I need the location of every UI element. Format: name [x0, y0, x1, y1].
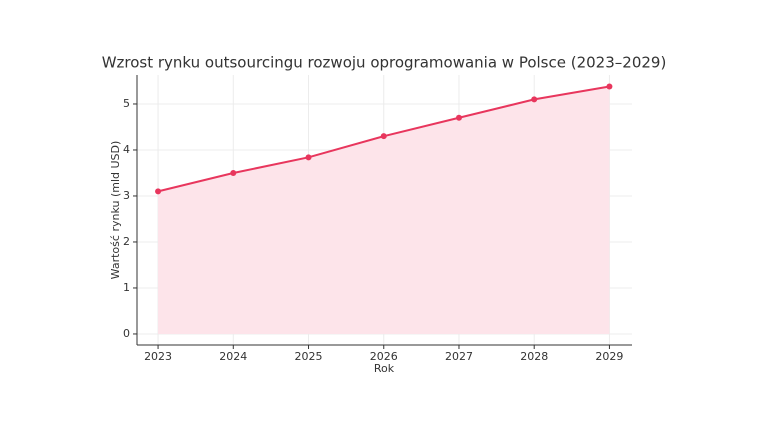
- y-tick-label: 2: [123, 235, 130, 248]
- area: [158, 86, 610, 334]
- marker: [606, 83, 613, 90]
- x-tick-label: 2027: [445, 350, 473, 363]
- x-tick-label: 2028: [520, 350, 548, 363]
- x-tick-label: 2026: [370, 350, 398, 363]
- y-axis-label: Wartość rynku (mld USD): [109, 141, 122, 280]
- marker: [531, 96, 538, 103]
- y-tick-label: 0: [123, 327, 130, 340]
- chart-title: Wzrost rynku outsourcingu rozwoju oprogr…: [102, 54, 667, 72]
- x-axis-label: Rok: [374, 362, 395, 375]
- marker: [305, 154, 312, 161]
- marker: [380, 133, 387, 140]
- x-tick-label: 2025: [295, 350, 323, 363]
- y-tick-label: 3: [123, 189, 130, 202]
- marker: [155, 188, 162, 195]
- y-tick-label: 1: [123, 281, 130, 294]
- marker: [455, 114, 462, 121]
- x-tick-label: 2029: [595, 350, 623, 363]
- x-tick-label: 2023: [144, 350, 172, 363]
- marker: [230, 169, 237, 176]
- x-tick-label: 2024: [219, 350, 247, 363]
- y-tick-label: 4: [123, 143, 130, 156]
- y-tick-label: 5: [123, 97, 130, 110]
